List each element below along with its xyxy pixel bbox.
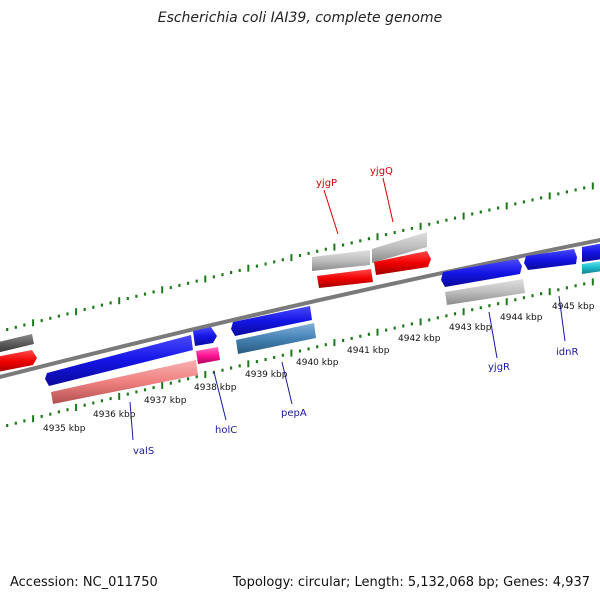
gene-label-pepA[interactable]: pepA [281,408,307,419]
kbp-label: 4935 kbp [43,424,86,434]
gene-yjgR-feature[interactable] [445,279,525,305]
kbp-scale-labels: 4935 kbp 4936 kbp 4937 kbp 4938 kbp 4939… [43,302,595,434]
genome-summary-text: Topology: circular; Length: 5,132,068 bp… [232,575,590,590]
kbp-label: 4944 kbp [500,313,543,323]
gene-feature[interactable] [0,350,37,373]
gene-feature[interactable] [441,259,522,287]
kbp-label: 4940 kbp [296,358,339,368]
gene-feature[interactable] [0,334,34,354]
label-leaders [129,177,566,441]
gene-valS-feature[interactable] [51,360,198,404]
gene-label-holC[interactable]: holC [215,425,237,436]
forward-strand-genes [0,232,600,386]
accession-text: Accession: NC_011750 [10,575,158,590]
kbp-label: 4938 kbp [194,383,237,393]
gene-holC-feature[interactable] [196,347,220,364]
genome-backbone [0,237,600,379]
gene-pepA-feature[interactable] [236,323,316,354]
outer-tick-track [6,182,594,331]
kbp-label: 4941 kbp [347,346,390,356]
reverse-strand-genes [0,251,600,404]
gene-yjgP-feature[interactable] [312,250,370,271]
gene-label-valS[interactable]: valS [133,446,154,457]
gene-yjgQ-feature[interactable] [372,232,427,263]
kbp-label: 4936 kbp [93,410,136,420]
kbp-label: 4945 kbp [552,302,595,312]
kbp-label: 4937 kbp [144,396,187,406]
inner-tick-track [6,278,594,427]
gene-feature[interactable] [193,327,217,346]
gene-label-yjgQ[interactable]: yjgQ [370,166,393,177]
gene-feature[interactable] [45,335,193,386]
gene-label-yjgP[interactable]: yjgP [316,178,337,189]
gene-feature[interactable] [524,249,577,270]
kbp-label: 4943 kbp [449,323,492,333]
gene-feature[interactable] [582,242,600,262]
gene-feature[interactable] [582,260,600,274]
gene-label-yjgR[interactable]: yjgR [488,362,510,373]
gene-yjgP-red-feature[interactable] [317,269,373,288]
gene-feature[interactable] [231,306,312,336]
kbp-label: 4939 kbp [245,370,288,380]
gene-labels: yjgP yjgQ valS holC pepA yjgR idnR [133,166,578,457]
gene-yjgQ-red-feature[interactable] [374,251,431,275]
map-title: Escherichia coli IAI39, complete genome [157,10,443,26]
kbp-label: 4942 kbp [398,334,441,344]
gene-label-idnR[interactable]: idnR [556,347,578,358]
